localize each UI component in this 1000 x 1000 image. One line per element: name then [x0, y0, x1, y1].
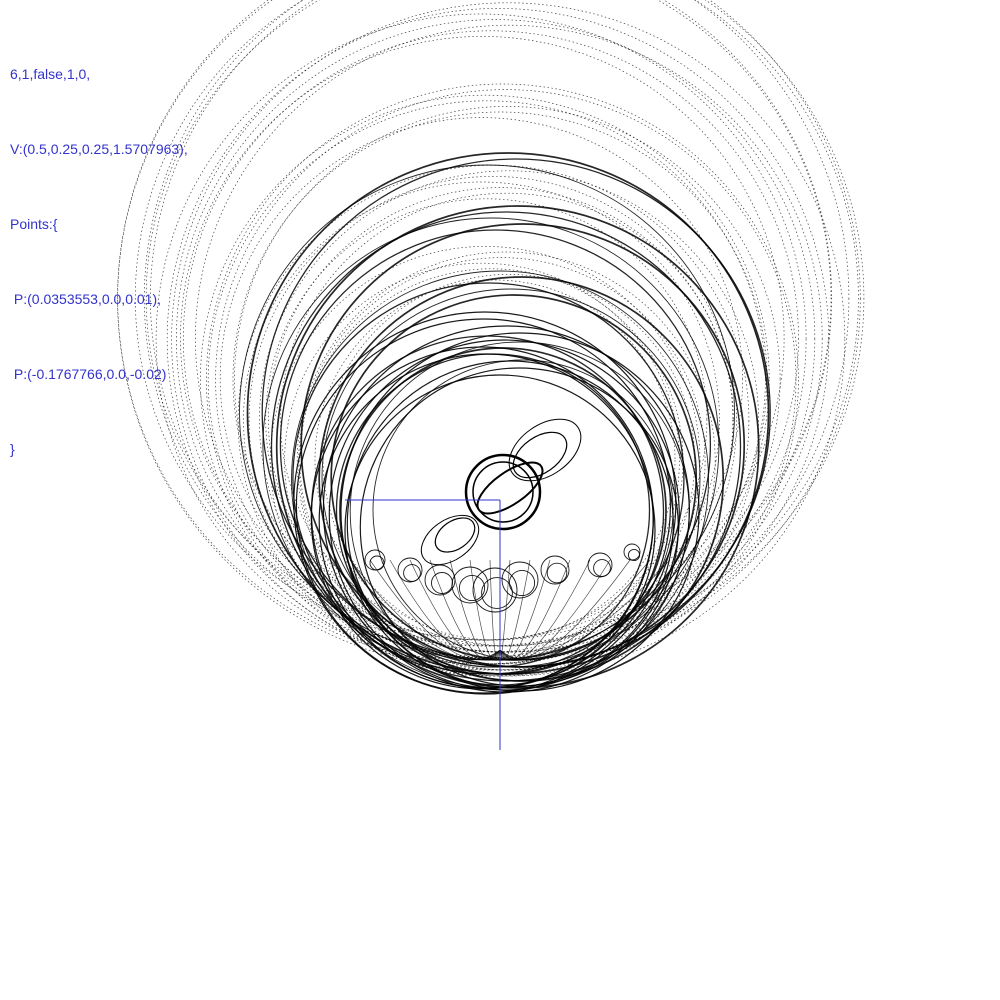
trace-loop: [135, 0, 832, 647]
trace-loop: [623, 543, 641, 561]
velocity-line: V:(0.5,0.25,0.25,1.5707963),: [10, 141, 188, 157]
trace-loop: [243, 181, 720, 659]
trace-tail: [469, 559, 501, 660]
trace-loop: [293, 311, 677, 695]
trace-loop: [451, 566, 489, 604]
trace-loop: [215, 89, 797, 671]
trace-loop: [145, 0, 832, 641]
trace-loop: [280, 192, 734, 647]
trace-loop: [150, 0, 859, 653]
trace-loop: [298, 257, 706, 665]
trace-loop: [207, 100, 766, 659]
trace-loop: [155, 13, 807, 665]
trace-loop: [248, 176, 738, 665]
trace-loop: [458, 574, 486, 602]
points-open-line: Points:{: [10, 216, 58, 232]
trace-loop: [627, 548, 641, 562]
trace-loop: [540, 555, 570, 585]
points-close-line: }: [10, 441, 15, 457]
trace-loop: [219, 117, 743, 641]
trace-loop: [259, 170, 759, 671]
trace-loop: [424, 564, 456, 596]
trace-loop: [180, 36, 785, 641]
trace-loop: [397, 557, 423, 583]
trace-loop: [508, 569, 536, 597]
trace-loop: [420, 514, 480, 566]
trace-loop: [512, 431, 568, 479]
trace-tail: [409, 559, 501, 660]
trace-loop: [166, 8, 830, 671]
trace-loop: [403, 564, 421, 582]
trace-loop: [476, 461, 544, 515]
trace-loop: [171, 2, 846, 677]
trace-loop: [431, 572, 453, 594]
trace-loop: [237, 164, 750, 677]
trace-loop: [472, 567, 518, 613]
trace-tail: [489, 559, 501, 660]
trace-loop: [593, 559, 611, 577]
parameter-readout: 6,1,false,1,0, V:(0.5,0.25,0.25,1.570796…: [10, 12, 188, 487]
trace-tail: [499, 559, 631, 660]
trace-loop: [200, 94, 770, 665]
trace-tail: [499, 559, 571, 660]
trace-tail: [499, 559, 611, 660]
trace-loop: [296, 251, 716, 671]
header-line: 6,1,false,1,0,: [10, 66, 91, 82]
trace-tail: [429, 559, 501, 660]
trace-loop: [246, 152, 770, 675]
trace-loop: [270, 246, 701, 677]
trace-tail: [349, 559, 501, 660]
trace-loop: [472, 461, 534, 523]
trace-loop: [284, 262, 680, 659]
point-line-1: P:(0.0353553,0.0,0.01),: [10, 291, 161, 307]
trace-loop: [275, 205, 760, 689]
trace-loop: [182, 30, 799, 647]
trace-loop: [239, 164, 735, 661]
trace-loop: [176, 19, 816, 659]
point-line-2: P:(-0.1767766,0.0,-0.02): [10, 366, 167, 382]
trace-loop: [206, 83, 799, 677]
trace-tail: [369, 559, 501, 660]
trace-loop: [117, 0, 850, 665]
trace-tail: [499, 559, 651, 660]
trace-loop: [434, 517, 476, 553]
trace-loop: [464, 453, 542, 531]
trace-loop: [265, 198, 708, 641]
trace-loop: [295, 318, 671, 694]
trace-loop: [587, 552, 613, 578]
trace-tail: [499, 559, 671, 660]
trace-loop: [481, 577, 513, 609]
trace-loop: [270, 211, 742, 682]
trace-tail: [499, 559, 531, 660]
trace-loop: [508, 418, 582, 482]
orbit-trace: [117, 0, 865, 695]
trace-tail: [499, 559, 591, 660]
trace-loop: [546, 562, 568, 584]
trace-loop: [314, 279, 676, 641]
trace-tail: [499, 559, 551, 660]
trace-loop: [501, 561, 539, 599]
trace-loop: [261, 158, 771, 668]
trace-loop: [117, 0, 861, 671]
